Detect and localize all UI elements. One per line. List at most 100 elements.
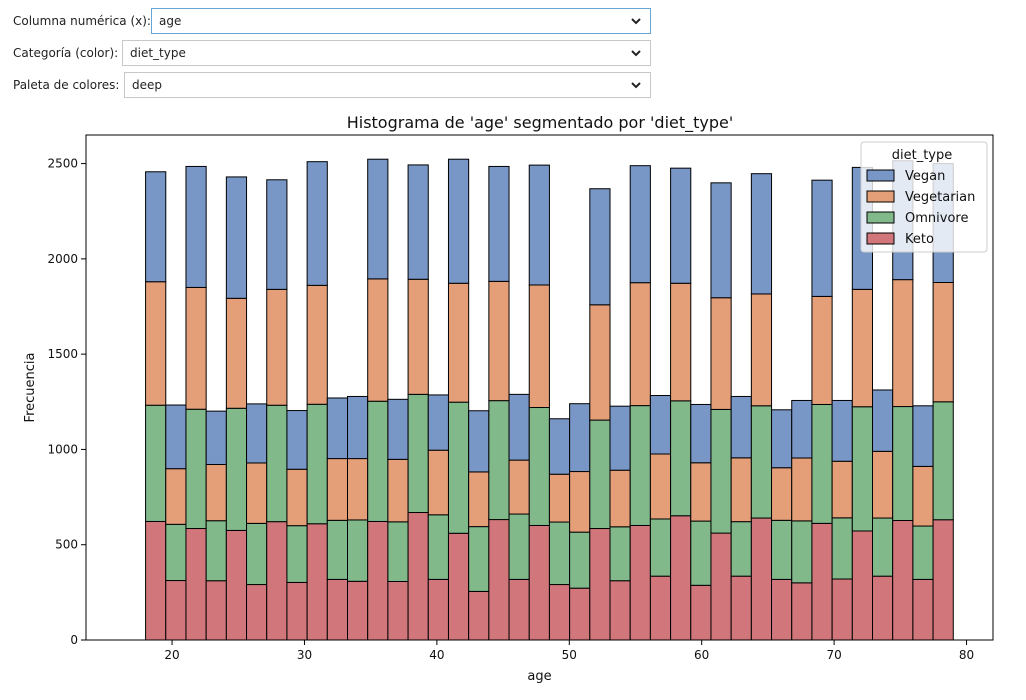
bar-vegetarian-bin-24 (629, 282, 651, 407)
bar-keto-bin-9 (326, 578, 349, 641)
bar-omnivore-bin-16 (468, 526, 490, 592)
chevron-down-icon (631, 18, 641, 25)
bar-keto-bin-26 (670, 515, 692, 641)
category-select[interactable]: diet_type (122, 40, 651, 66)
legend-label-keto: Keto (905, 232, 934, 247)
x-column-select[interactable]: age (151, 8, 651, 34)
legend-swatch-omnivore (866, 211, 895, 224)
bar-vegetarian-bin-7 (286, 468, 308, 527)
bar-vegetarian-bin-36 (872, 450, 894, 519)
x-column-value: age (159, 14, 182, 28)
category-label: Categoría (color): (13, 46, 119, 60)
bar-omnivore-bin-15 (447, 401, 470, 534)
bar-vegan-bin-32 (791, 399, 813, 459)
bar-vegetarian-bin-30 (750, 293, 773, 407)
bar-keto-bin-16 (468, 590, 490, 641)
bar-keto-bin-30 (750, 517, 773, 641)
bar-omnivore-bin-5 (246, 522, 268, 586)
bar-keto-bin-38 (912, 578, 934, 641)
x-tick-label: 50 (562, 648, 577, 662)
bar-omnivore-bin-32 (791, 520, 813, 584)
category-row: Categoría (color): (13, 39, 118, 67)
bar-vegan-bin-8 (306, 161, 328, 286)
histogram-chart: Histograma de 'age' segmentado por 'diet… (23, 113, 994, 684)
bar-keto-bin-31 (771, 578, 793, 641)
bar-vegetarian-bin-18 (508, 459, 530, 515)
x-tick-label: 20 (164, 648, 179, 662)
bar-omnivore-bin-27 (690, 520, 712, 586)
bar-keto-bin-18 (508, 578, 530, 641)
bar-vegan-bin-21 (569, 403, 591, 473)
bar-vegan-bin-33 (811, 179, 833, 297)
bar-keto-bin-28 (710, 532, 732, 641)
bar-vegetarian-bin-26 (670, 282, 692, 402)
bar-vegetarian-bin-3 (205, 463, 227, 522)
bar-omnivore-bin-6 (266, 404, 288, 523)
bar-vegetarian-bin-33 (811, 295, 833, 405)
legend: diet_type Vegan Vegetarian Omnivore Keto (860, 141, 988, 253)
bar-vegetarian-bin-39 (932, 281, 954, 403)
bar-keto-bin-13 (407, 512, 429, 641)
bar-vegetarian-bin-15 (447, 282, 470, 403)
bar-vegan-bin-38 (912, 405, 934, 467)
x-tick-label: 70 (826, 648, 841, 662)
bar-keto-bin-23 (609, 580, 631, 641)
bar-omnivore-bin-29 (730, 521, 752, 577)
bar-vegetarian-bin-29 (730, 457, 752, 523)
bar-keto-bin-12 (387, 580, 409, 641)
bar-vegetarian-bin-9 (326, 458, 349, 521)
bar-keto-bin-32 (791, 582, 813, 641)
bar-vegan-bin-5 (246, 403, 268, 464)
bar-vegetarian-bin-4 (225, 297, 248, 409)
bar-omnivore-bin-17 (488, 400, 510, 521)
legend-label-vegan: Vegan (905, 169, 945, 184)
bar-vegetarian-bin-2 (185, 286, 207, 410)
bar-vegan-bin-24 (629, 165, 651, 284)
bar-omnivore-bin-3 (205, 520, 227, 582)
bar-vegetarian-bin-5 (246, 462, 268, 524)
bar-omnivore-bin-22 (589, 419, 611, 530)
x-tick-label: 30 (297, 648, 312, 662)
bar-vegan-bin-34 (831, 399, 853, 462)
bar-vegan-bin-16 (468, 410, 490, 473)
bar-omnivore-bin-4 (225, 407, 248, 531)
bar-omnivore-bin-7 (286, 525, 308, 583)
bar-vegan-bin-29 (730, 395, 752, 459)
bar-omnivore-bin-13 (407, 393, 429, 514)
palette-select[interactable]: deep (124, 72, 651, 98)
bar-omnivore-bin-2 (185, 408, 207, 530)
bar-vegetarian-bin-20 (548, 473, 571, 523)
y-tick-label: 500 (55, 538, 78, 552)
bar-vegetarian-bin-10 (347, 458, 369, 521)
bar-keto-bin-3 (205, 580, 227, 641)
legend-swatch-vegan (866, 169, 895, 182)
y-tick-label: 1000 (47, 442, 78, 456)
bar-omnivore-bin-9 (326, 519, 349, 580)
bar-vegetarian-bin-31 (771, 467, 793, 521)
bar-vegan-bin-15 (447, 158, 470, 284)
bar-keto-bin-17 (488, 519, 510, 641)
bar-keto-bin-39 (932, 519, 954, 641)
bar-keto-bin-15 (447, 532, 470, 641)
chart-title: Histograma de 'age' segmentado por 'diet… (347, 113, 734, 133)
chevron-down-icon (631, 82, 641, 89)
bar-vegetarian-bin-28 (710, 297, 732, 410)
x-tick-label: 60 (694, 648, 709, 662)
bar-vegetarian-bin-23 (609, 469, 631, 528)
bar-omnivore-bin-19 (528, 407, 550, 526)
bar-vegan-bin-17 (488, 165, 510, 282)
bar-vegan-bin-0 (145, 171, 167, 283)
bar-vegetarian-bin-13 (407, 278, 429, 395)
bar-vegan-bin-7 (286, 410, 308, 470)
bar-vegan-bin-12 (387, 398, 409, 460)
bar-omnivore-bin-34 (831, 517, 853, 580)
bar-keto-bin-10 (347, 580, 369, 641)
x-column-label: Columna numérica (x): (13, 14, 151, 28)
bar-vegetarian-bin-38 (912, 465, 934, 527)
bar-vegan-bin-25 (649, 395, 672, 455)
bar-omnivore-bin-11 (367, 400, 389, 522)
bar-vegetarian-bin-35 (851, 288, 874, 408)
bar-omnivore-bin-12 (387, 521, 409, 582)
bar-omnivore-bin-0 (145, 404, 167, 522)
bar-vegetarian-bin-8 (306, 284, 328, 405)
